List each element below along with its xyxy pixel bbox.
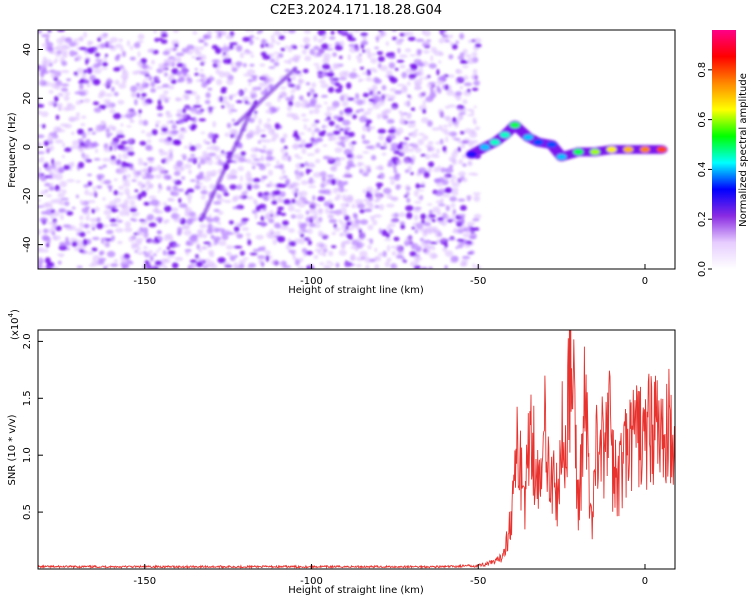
spectrogram-ylabel: Frequency (Hz)	[7, 112, 18, 188]
ridge-point	[656, 146, 667, 153]
snr-xlabel: Height of straight line (km)	[288, 585, 424, 596]
y-tick-label: 1.5	[22, 390, 33, 406]
colorbar-gradient	[712, 30, 736, 269]
y-tick-label: 20	[22, 92, 33, 105]
y-tick-label: 2.0	[22, 333, 33, 349]
y-tick-label: 1.0	[22, 447, 33, 463]
x-tick-label: -50	[470, 576, 486, 587]
ridge-point	[466, 151, 477, 158]
y-tick-label: -40	[22, 236, 33, 252]
colorbar-tick-label: 0.4	[697, 161, 708, 177]
ridge-point	[499, 131, 510, 138]
colorbar: 0.0 0.2 0.4 0.6 0.8 Normalized spectral ampl…	[697, 30, 749, 277]
figure-title: C2E3.2024.171.18.28.G04	[270, 3, 442, 18]
x-tick-label: -100	[300, 576, 323, 587]
y-tick-label: -20	[22, 188, 33, 204]
ridge-point	[489, 139, 500, 146]
ridge-point	[623, 146, 634, 153]
spectrogram-frame	[37, 29, 676, 270]
colorbar-tick-label: 0.0	[697, 261, 708, 277]
snr-scale-label: (x104)	[7, 309, 21, 340]
spectrogram-panel: -150 -100 -50 0 -40 -20 0 20 40 Height of straig…	[7, 29, 676, 296]
ridge-point	[509, 122, 520, 129]
colorbar-tick-label: 0.6	[697, 112, 708, 128]
y-tick-label: 40	[22, 43, 33, 56]
snr-panel: -150 -100 -50 0 0.5 1.0 1.5 2.0 Height of strai…	[7, 309, 676, 596]
ridge-point	[546, 141, 557, 148]
noise-speckle-field	[38, 30, 482, 269]
colorbar-tick-label: 0.2	[697, 211, 708, 227]
x-tick-label: -150	[133, 576, 156, 587]
snr-series-line	[38, 330, 675, 569]
x-tick-label: -150	[133, 276, 156, 287]
ridge-point	[523, 134, 534, 141]
snr-line-layer	[38, 330, 675, 569]
y-tick-label: 0.5	[22, 504, 33, 520]
x-tick-label: -50	[470, 276, 486, 287]
ridge-point	[556, 153, 567, 160]
snr-frame	[37, 329, 676, 570]
ridge-point	[590, 148, 600, 155]
snr-background	[38, 330, 675, 569]
x-tick-label: -100	[300, 276, 323, 287]
snr-scale-exponent: 4	[7, 312, 15, 317]
ridge-point	[640, 146, 650, 153]
ridge-point	[606, 146, 617, 153]
colorbar-ticks: 0.0 0.2 0.4 0.6 0.8	[697, 62, 712, 277]
spectrogram-xlabel: Height of straight line (km)	[288, 285, 424, 296]
snr-scale-base: (x10	[10, 317, 21, 340]
snr-scale-close: )	[10, 309, 21, 313]
x-tick-label: 0	[642, 576, 648, 587]
ridge-point	[533, 139, 544, 146]
ridge-point	[479, 144, 490, 151]
colorbar-tick-label: 0.8	[697, 62, 708, 78]
spectrogram-ticks: -150 -100 -50 0 -40 -20 0 20 40	[22, 43, 648, 287]
ridge-point	[573, 148, 584, 155]
colorbar-label: Normalized spectral amplitude	[738, 73, 749, 227]
spectrogram-heatmap	[38, 30, 668, 269]
y-tick-label: 0	[22, 144, 33, 150]
snr-ylabel: SNR (10 * v/v)	[7, 414, 18, 485]
x-tick-label: 0	[642, 276, 648, 287]
signal-ridge	[465, 120, 668, 162]
snr-ticks: -150 -100 -50 0 0.5 1.0 1.5 2.0	[22, 333, 648, 587]
